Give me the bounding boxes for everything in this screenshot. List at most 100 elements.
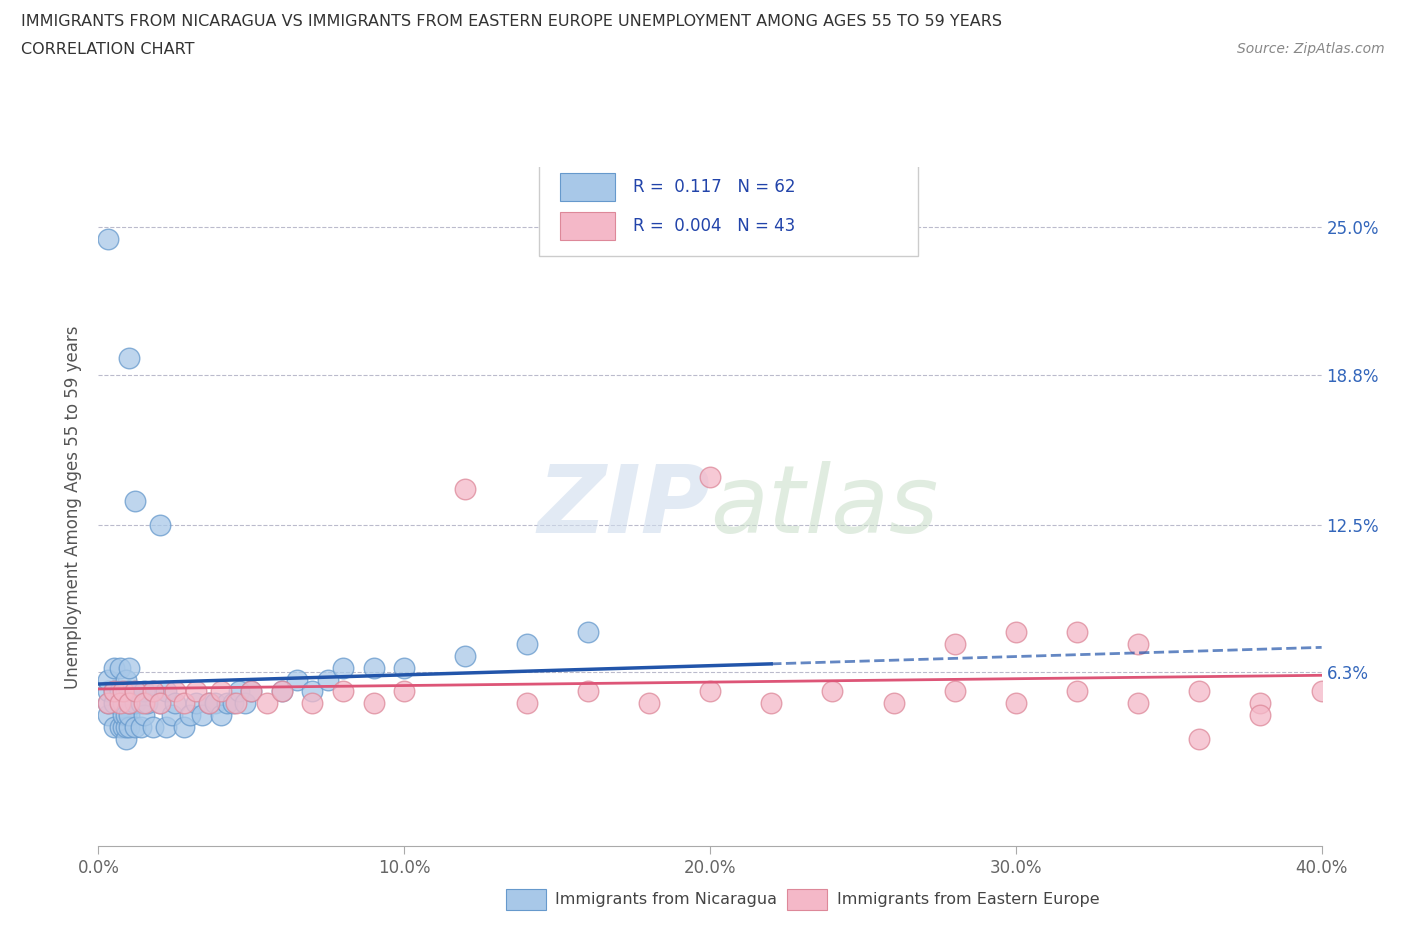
Point [179, 708, 201, 723]
Point [103, 660, 125, 675]
Point [1066, 624, 1088, 639]
Point [1066, 684, 1088, 699]
Point [118, 696, 141, 711]
Point [124, 696, 146, 711]
Point [118, 696, 141, 711]
Bar [560, 173, 614, 202]
Point [454, 648, 477, 663]
Bar [560, 211, 614, 240]
Point [111, 696, 134, 711]
Point [1004, 696, 1026, 711]
Point [173, 696, 195, 711]
Point [215, 696, 238, 711]
Point [97, 672, 120, 687]
Point [285, 672, 308, 687]
Point [118, 720, 141, 735]
Point [209, 684, 232, 699]
Point [209, 708, 232, 723]
Point [108, 720, 131, 735]
Point [124, 494, 146, 509]
Point [142, 684, 165, 699]
Text: Immigrants from Nicaragua: Immigrants from Nicaragua [555, 892, 778, 907]
Point [124, 684, 146, 699]
Point [124, 684, 146, 699]
Point [233, 696, 256, 711]
Point [155, 684, 177, 699]
Point [186, 696, 208, 711]
Point [186, 684, 208, 699]
Point [111, 720, 134, 735]
Point [97, 708, 120, 723]
Point [163, 684, 186, 699]
Point [516, 696, 538, 711]
Point [115, 672, 138, 687]
Point [576, 624, 599, 639]
Point [97, 232, 120, 246]
Point [149, 517, 172, 532]
Point [1128, 636, 1150, 651]
Point [118, 708, 141, 723]
Point [392, 660, 416, 675]
Point [516, 636, 538, 651]
Point [97, 696, 120, 711]
Point [111, 708, 134, 723]
Point [204, 696, 226, 711]
Point [332, 684, 354, 699]
Point [134, 696, 156, 711]
Point [129, 720, 152, 735]
Point [149, 696, 172, 711]
Point [759, 696, 782, 711]
Point [1188, 732, 1211, 747]
Point [821, 684, 844, 699]
Point [197, 696, 219, 711]
Text: R =  0.004   N = 43: R = 0.004 N = 43 [633, 217, 796, 234]
Point [240, 684, 263, 699]
Point [301, 696, 323, 711]
Point [155, 720, 177, 735]
Point [103, 696, 125, 711]
Point [576, 684, 599, 699]
Point [699, 470, 721, 485]
Point [97, 684, 120, 699]
Point [270, 684, 292, 699]
Text: R =  0.117   N = 62: R = 0.117 N = 62 [633, 178, 796, 196]
Y-axis label: Unemployment Among Ages 55 to 59 years: Unemployment Among Ages 55 to 59 years [65, 326, 83, 688]
Point [136, 696, 159, 711]
Text: CORRELATION CHART: CORRELATION CHART [21, 42, 194, 57]
Point [103, 684, 125, 699]
Point [1249, 696, 1271, 711]
Point [160, 708, 183, 723]
Point [454, 482, 477, 497]
Point [142, 720, 165, 735]
Point [883, 696, 905, 711]
Point [197, 696, 219, 711]
Point [149, 696, 172, 711]
Point [1004, 624, 1026, 639]
Point [943, 636, 966, 651]
Point [115, 732, 138, 747]
Point [118, 684, 141, 699]
Point [118, 351, 141, 365]
Text: IMMIGRANTS FROM NICARAGUA VS IMMIGRANTS FROM EASTERN EUROPE UNEMPLOYMENT AMONG A: IMMIGRANTS FROM NICARAGUA VS IMMIGRANTS … [21, 14, 1002, 29]
Point [191, 708, 214, 723]
Point [103, 720, 125, 735]
Point [97, 696, 120, 711]
Point [115, 720, 138, 735]
Point [173, 720, 195, 735]
Point [363, 696, 385, 711]
Point [1188, 684, 1211, 699]
Point [142, 684, 165, 699]
Point [115, 708, 138, 723]
Point [316, 672, 339, 687]
Point [240, 684, 263, 699]
Point [222, 696, 245, 711]
Point [134, 708, 156, 723]
Point [392, 684, 416, 699]
Point [129, 696, 152, 711]
Point [1128, 696, 1150, 711]
Point [225, 696, 247, 711]
Text: ZIP: ZIP [537, 461, 710, 552]
FancyBboxPatch shape [538, 161, 918, 256]
Point [332, 660, 354, 675]
Point [228, 684, 250, 699]
